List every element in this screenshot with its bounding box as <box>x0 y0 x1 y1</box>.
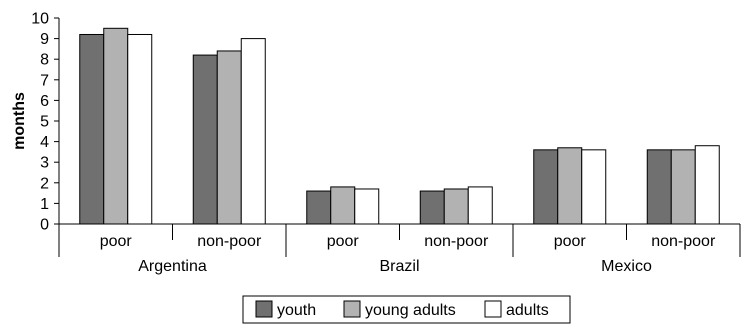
bar-young-adults-1 <box>216 50 242 225</box>
y-tick-label: 4 <box>40 134 49 151</box>
x-group-label: Argentina <box>138 258 207 275</box>
bar-youth-0 <box>79 33 105 225</box>
bar-youth-3 <box>419 190 445 225</box>
bar-adults-0 <box>127 33 153 225</box>
bar-young-adults-5 <box>670 149 696 225</box>
bar-youth-1 <box>192 54 218 225</box>
legend-label: adults <box>506 302 549 319</box>
y-tick-label: 5 <box>40 114 49 131</box>
bar-adults-5 <box>694 145 720 225</box>
x-group-label: Mexico <box>601 258 652 275</box>
bar-young-adults-3 <box>443 188 469 225</box>
bar-young-adults-0 <box>103 27 129 225</box>
x-category-label: poor <box>554 233 587 250</box>
bar-adults-2 <box>354 188 380 225</box>
x-category-label: non-poor <box>651 233 716 250</box>
y-axis: 0 1 2 3 4 5 6 7 8 9 10 <box>31 11 60 234</box>
y-tick-label: 9 <box>40 31 49 48</box>
y-tick-label: 0 <box>40 217 49 234</box>
y-axis-title: months <box>11 92 28 150</box>
legend-label: youth <box>277 302 316 319</box>
legend-swatch-young-adults <box>343 300 361 318</box>
x-category-label: poor <box>327 233 360 250</box>
bar-youth-4 <box>533 149 559 225</box>
x-category-label: non-poor <box>424 233 489 250</box>
x-category-label: poor <box>100 233 133 250</box>
legend: youth young adults adults <box>242 295 571 324</box>
y-tick-label: 7 <box>40 72 49 89</box>
legend-box <box>242 295 571 324</box>
bars <box>79 27 720 225</box>
legend-swatch-youth <box>255 300 273 318</box>
x-axis: poor non-poor Argentina poor non-poor Brazil p… <box>58 223 741 275</box>
bar-adults-3 <box>467 186 493 225</box>
bar-adults-1 <box>240 38 266 225</box>
y-tick-label: 10 <box>31 11 49 28</box>
y-tick-label: 3 <box>40 155 49 172</box>
bar-young-adults-4 <box>557 147 583 225</box>
legend-label: young adults <box>365 302 456 319</box>
x-group-label: Brazil <box>379 258 419 275</box>
y-tick-label: 1 <box>40 196 49 213</box>
bar-youth-5 <box>646 149 672 225</box>
legend-swatch-adults <box>484 300 502 318</box>
y-tick-label: 8 <box>40 52 49 69</box>
bar-adults-4 <box>581 149 607 225</box>
y-tick-label: 6 <box>40 93 49 110</box>
y-tick-label: 2 <box>40 175 49 192</box>
bar-youth-2 <box>306 190 332 225</box>
x-category-label: non-poor <box>197 233 262 250</box>
bar-young-adults-2 <box>330 186 356 225</box>
